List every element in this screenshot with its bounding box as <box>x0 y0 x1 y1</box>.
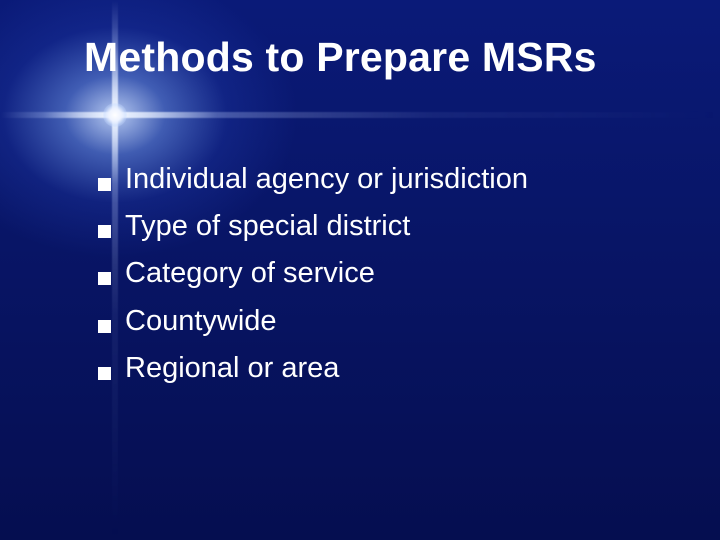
bullet-text: Regional or area <box>125 348 339 389</box>
bullet-text: Category of service <box>125 253 375 294</box>
list-item: Individual agency or jurisdiction <box>98 159 680 200</box>
square-bullet-icon <box>98 367 111 380</box>
list-item: Category of service <box>98 253 680 294</box>
slide-title: Methods to Prepare MSRs <box>84 34 680 81</box>
list-item: Regional or area <box>98 348 680 389</box>
list-item: Type of special district <box>98 206 680 247</box>
slide: Methods to Prepare MSRs Individual agenc… <box>0 0 720 540</box>
lens-flare-core <box>103 103 127 127</box>
square-bullet-icon <box>98 178 111 191</box>
list-item: Countywide <box>98 301 680 342</box>
square-bullet-icon <box>98 272 111 285</box>
bullet-text: Type of special district <box>125 206 410 247</box>
bullet-list: Individual agency or jurisdiction Type o… <box>98 159 680 389</box>
bullet-text: Individual agency or jurisdiction <box>125 159 528 200</box>
lens-flare-horizontal <box>0 112 720 118</box>
square-bullet-icon <box>98 225 111 238</box>
bullet-text: Countywide <box>125 301 277 342</box>
square-bullet-icon <box>98 320 111 333</box>
